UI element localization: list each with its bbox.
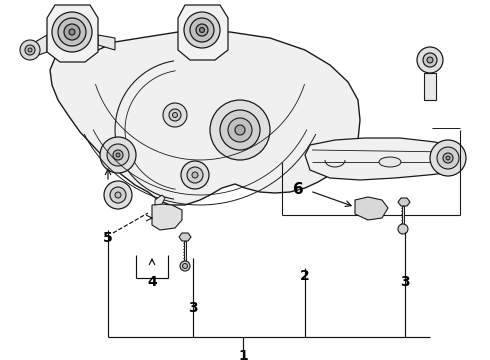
Polygon shape [155, 195, 165, 205]
Circle shape [430, 140, 466, 176]
Circle shape [235, 125, 245, 135]
Circle shape [196, 24, 208, 36]
Text: 2: 2 [300, 269, 310, 283]
Circle shape [220, 110, 260, 150]
Circle shape [25, 45, 35, 55]
Polygon shape [355, 197, 388, 220]
Circle shape [228, 118, 252, 142]
Polygon shape [152, 204, 182, 230]
Circle shape [64, 24, 80, 40]
Polygon shape [179, 233, 191, 241]
Circle shape [423, 53, 437, 67]
Polygon shape [402, 206, 404, 228]
Circle shape [58, 18, 86, 46]
Circle shape [113, 150, 123, 160]
Circle shape [187, 167, 203, 183]
Text: 6: 6 [293, 181, 303, 197]
Circle shape [20, 40, 40, 60]
Circle shape [100, 137, 136, 173]
Text: 4: 4 [147, 275, 157, 289]
Circle shape [69, 29, 75, 35]
Circle shape [104, 181, 132, 209]
Circle shape [107, 144, 129, 166]
Circle shape [172, 112, 177, 117]
Polygon shape [184, 241, 186, 265]
Circle shape [184, 12, 220, 48]
Polygon shape [424, 73, 436, 100]
Circle shape [52, 12, 92, 52]
Circle shape [190, 18, 214, 42]
Circle shape [417, 47, 443, 73]
Circle shape [446, 156, 450, 160]
Circle shape [427, 57, 433, 63]
Circle shape [210, 100, 270, 160]
Circle shape [180, 261, 190, 271]
Text: 1: 1 [238, 349, 248, 360]
Polygon shape [30, 35, 47, 58]
Text: 5: 5 [103, 231, 113, 245]
Text: 3: 3 [400, 275, 410, 289]
Circle shape [199, 27, 204, 32]
Circle shape [398, 224, 408, 234]
Circle shape [169, 109, 181, 121]
Circle shape [110, 187, 126, 203]
Polygon shape [178, 5, 228, 60]
Circle shape [182, 264, 188, 269]
Circle shape [192, 172, 198, 178]
Polygon shape [98, 35, 115, 50]
Text: 3: 3 [188, 301, 198, 315]
Circle shape [28, 48, 32, 52]
Circle shape [116, 153, 120, 157]
Polygon shape [50, 32, 360, 205]
Polygon shape [305, 138, 460, 180]
Polygon shape [398, 198, 410, 206]
Circle shape [443, 153, 453, 163]
Circle shape [437, 147, 459, 169]
Circle shape [163, 103, 187, 127]
Polygon shape [47, 5, 98, 62]
Circle shape [181, 161, 209, 189]
Circle shape [115, 192, 121, 198]
Ellipse shape [379, 157, 401, 167]
